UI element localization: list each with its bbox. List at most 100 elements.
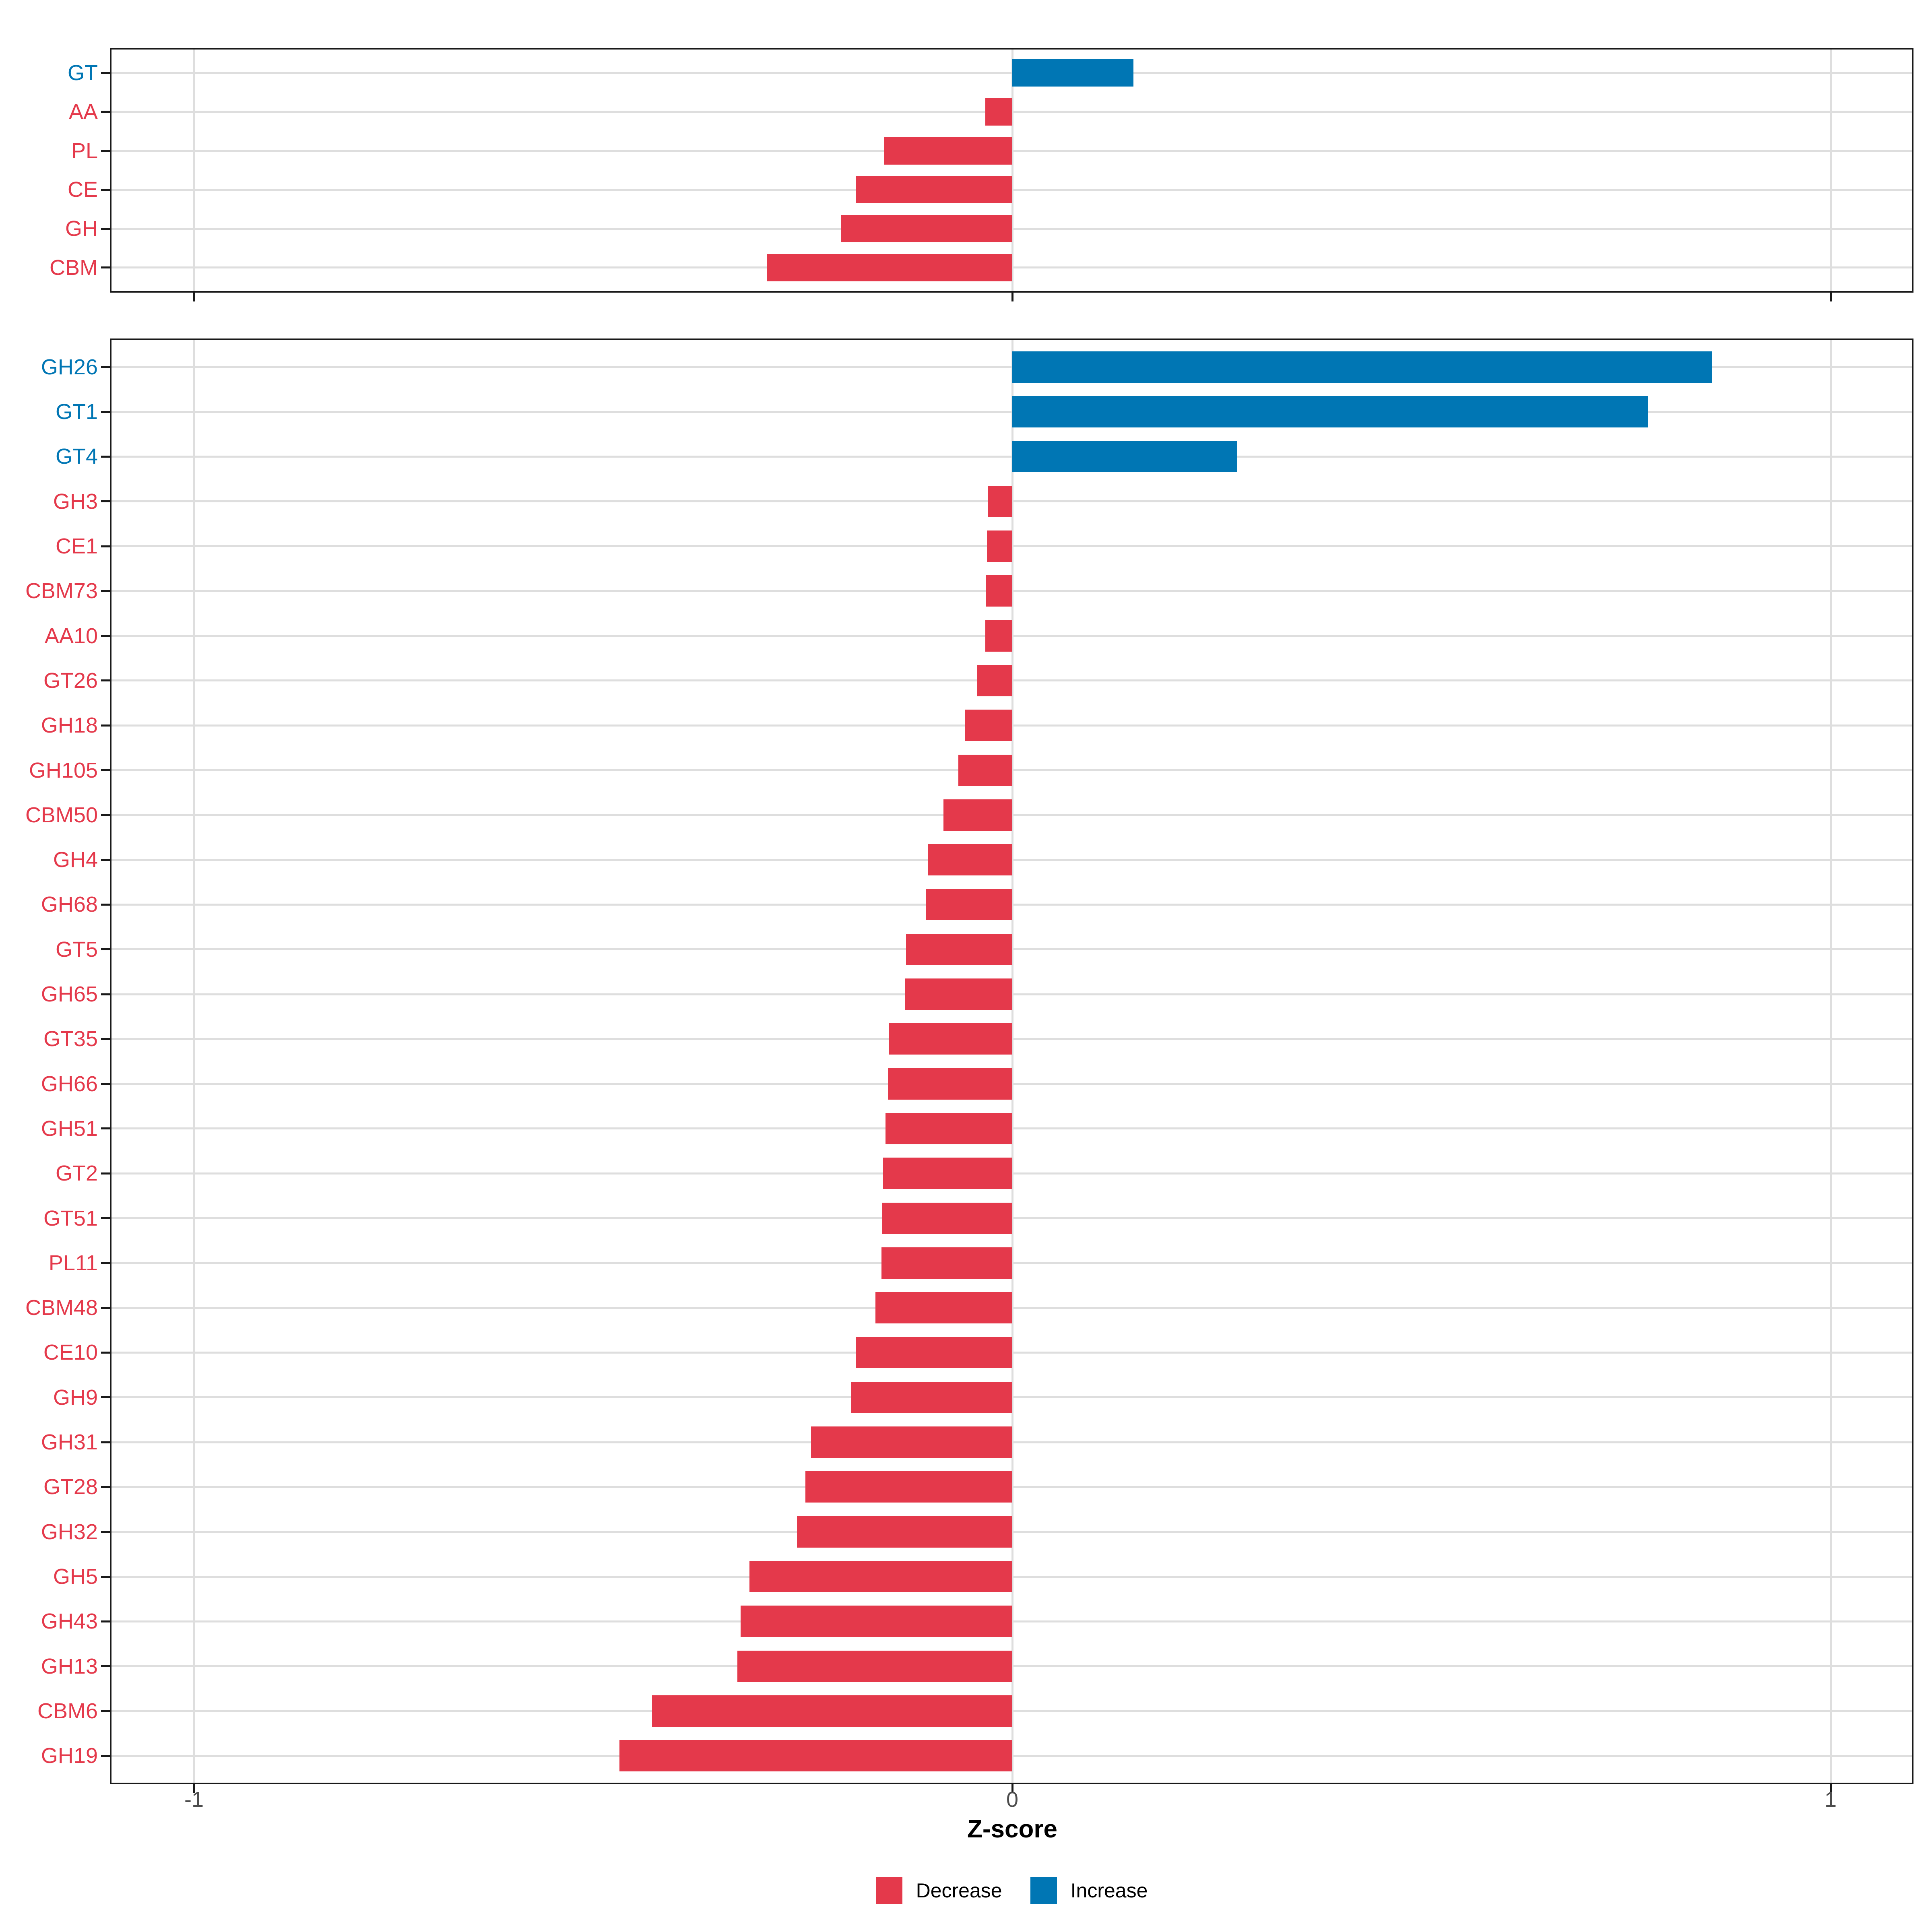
gridline-x-0 <box>1011 340 1013 1783</box>
y-tick-GH3 <box>101 500 110 502</box>
y-tick-GT51 <box>101 1217 110 1219</box>
bar-CE10 <box>856 1337 1012 1368</box>
y-tick-CE1 <box>101 545 110 547</box>
category-label-GH65: GH65 <box>41 982 98 1006</box>
category-label-CE1: CE1 <box>55 534 98 558</box>
y-tick-GT4 <box>101 456 110 458</box>
x-axis-title: Z-score <box>967 1815 1057 1843</box>
category-label-GT35: GT35 <box>43 1027 98 1051</box>
bar-GT26 <box>977 665 1012 696</box>
y-tick-GH18 <box>101 724 110 727</box>
y-tick-CBM48 <box>101 1307 110 1309</box>
y-tick-GH19 <box>101 1755 110 1757</box>
gridline-row-GT <box>111 72 1912 74</box>
bar-GH3 <box>988 486 1012 517</box>
category-label-AA10: AA10 <box>44 624 98 648</box>
bar-GT <box>1012 59 1133 87</box>
category-label-GT51: GT51 <box>43 1206 98 1230</box>
y-tick-GH66 <box>101 1083 110 1085</box>
y-tick-GH5 <box>101 1576 110 1578</box>
y-tick-PL11 <box>101 1262 110 1264</box>
bar-GH18 <box>965 710 1012 741</box>
gridline-x-1 <box>1830 50 1832 291</box>
y-tick-GH51 <box>101 1127 110 1129</box>
bar-CBM48 <box>875 1292 1012 1323</box>
bar-GH26 <box>1012 351 1712 383</box>
bar-GH51 <box>886 1113 1012 1144</box>
gridline-x-1 <box>1830 340 1832 1783</box>
category-label-GH13: GH13 <box>41 1654 98 1678</box>
bar-GH13 <box>737 1651 1012 1682</box>
bar-AA <box>985 98 1012 126</box>
x-tick--1-cazyme-classes <box>193 293 195 301</box>
y-tick-CBM73 <box>101 590 110 592</box>
bar-GH68 <box>926 889 1012 920</box>
bar-GH32 <box>797 1516 1012 1548</box>
gridline-x-0 <box>1011 50 1013 291</box>
category-label-AA: AA <box>68 100 98 124</box>
y-tick-AA <box>101 111 110 113</box>
category-label-GH5: GH5 <box>53 1565 98 1589</box>
x-tick-0-cazyme-families <box>1011 1784 1013 1793</box>
bar-GT28 <box>805 1471 1012 1503</box>
legend-key-increase: Increase <box>1030 1877 1148 1904</box>
category-label-GH19: GH19 <box>41 1744 98 1768</box>
y-tick-GH43 <box>101 1620 110 1622</box>
category-label-GH68: GH68 <box>41 892 98 916</box>
y-tick-GH <box>101 228 110 230</box>
bar-GH105 <box>958 755 1012 786</box>
x-tick-1-cazyme-families <box>1830 1784 1832 1793</box>
gridline-x--1 <box>193 340 195 1783</box>
category-label-CBM6: CBM6 <box>37 1699 98 1723</box>
category-label-GH3: GH3 <box>53 489 98 514</box>
y-tick-AA10 <box>101 635 110 637</box>
y-tick-GH13 <box>101 1665 110 1667</box>
category-label-GH66: GH66 <box>41 1072 98 1096</box>
category-label-GT28: GT28 <box>43 1475 98 1499</box>
category-label-PL: PL <box>71 139 98 163</box>
bar-CBM50 <box>943 799 1012 831</box>
category-label-CBM48: CBM48 <box>25 1296 98 1320</box>
category-label-CBM50: CBM50 <box>25 803 98 827</box>
y-tick-GT2 <box>101 1172 110 1174</box>
y-tick-GT35 <box>101 1038 110 1040</box>
bar-GT2 <box>883 1158 1012 1189</box>
y-tick-CBM50 <box>101 814 110 816</box>
category-label-GH26: GH26 <box>41 355 98 379</box>
bar-GT51 <box>882 1203 1012 1234</box>
category-label-CE10: CE10 <box>43 1340 98 1364</box>
bar-CBM <box>767 254 1012 281</box>
bottom-panel-cazyme-families <box>110 339 1913 1784</box>
bar-GH9 <box>851 1382 1012 1413</box>
bar-CBM6 <box>652 1695 1012 1727</box>
y-tick-GH31 <box>101 1441 110 1443</box>
y-tick-GH68 <box>101 904 110 906</box>
bar-GH19 <box>619 1740 1012 1771</box>
category-label-GT4: GT4 <box>55 444 98 469</box>
x-tick-label--1: -1 <box>184 1788 204 1812</box>
bar-AA10 <box>985 620 1012 652</box>
category-label-CBM73: CBM73 <box>25 579 98 603</box>
y-tick-GH26 <box>101 366 110 368</box>
category-label-CE: CE <box>67 178 98 202</box>
bar-CE1 <box>987 530 1012 562</box>
bar-PL11 <box>881 1247 1012 1279</box>
y-tick-GT1 <box>101 411 110 413</box>
legend-label-increase: Increase <box>1070 1879 1148 1902</box>
gridline-row-GH26 <box>111 366 1912 368</box>
bar-PL <box>884 137 1012 165</box>
bar-GH66 <box>888 1068 1012 1100</box>
y-tick-GT <box>101 72 110 74</box>
category-label-GH43: GH43 <box>41 1609 98 1633</box>
y-tick-CBM <box>101 266 110 268</box>
category-label-GH32: GH32 <box>41 1520 98 1544</box>
bar-GH65 <box>905 978 1012 1010</box>
legend-swatch-decrease <box>875 1877 902 1904</box>
legend-key-decrease: Decrease <box>875 1877 1002 1904</box>
bar-GH5 <box>749 1561 1012 1592</box>
y-tick-GH65 <box>101 993 110 995</box>
gridline-row-GT1 <box>111 411 1912 413</box>
top-panel-cazyme-classes <box>110 48 1913 293</box>
x-tick-0-cazyme-classes <box>1011 293 1013 301</box>
category-label-GH: GH <box>65 217 98 241</box>
